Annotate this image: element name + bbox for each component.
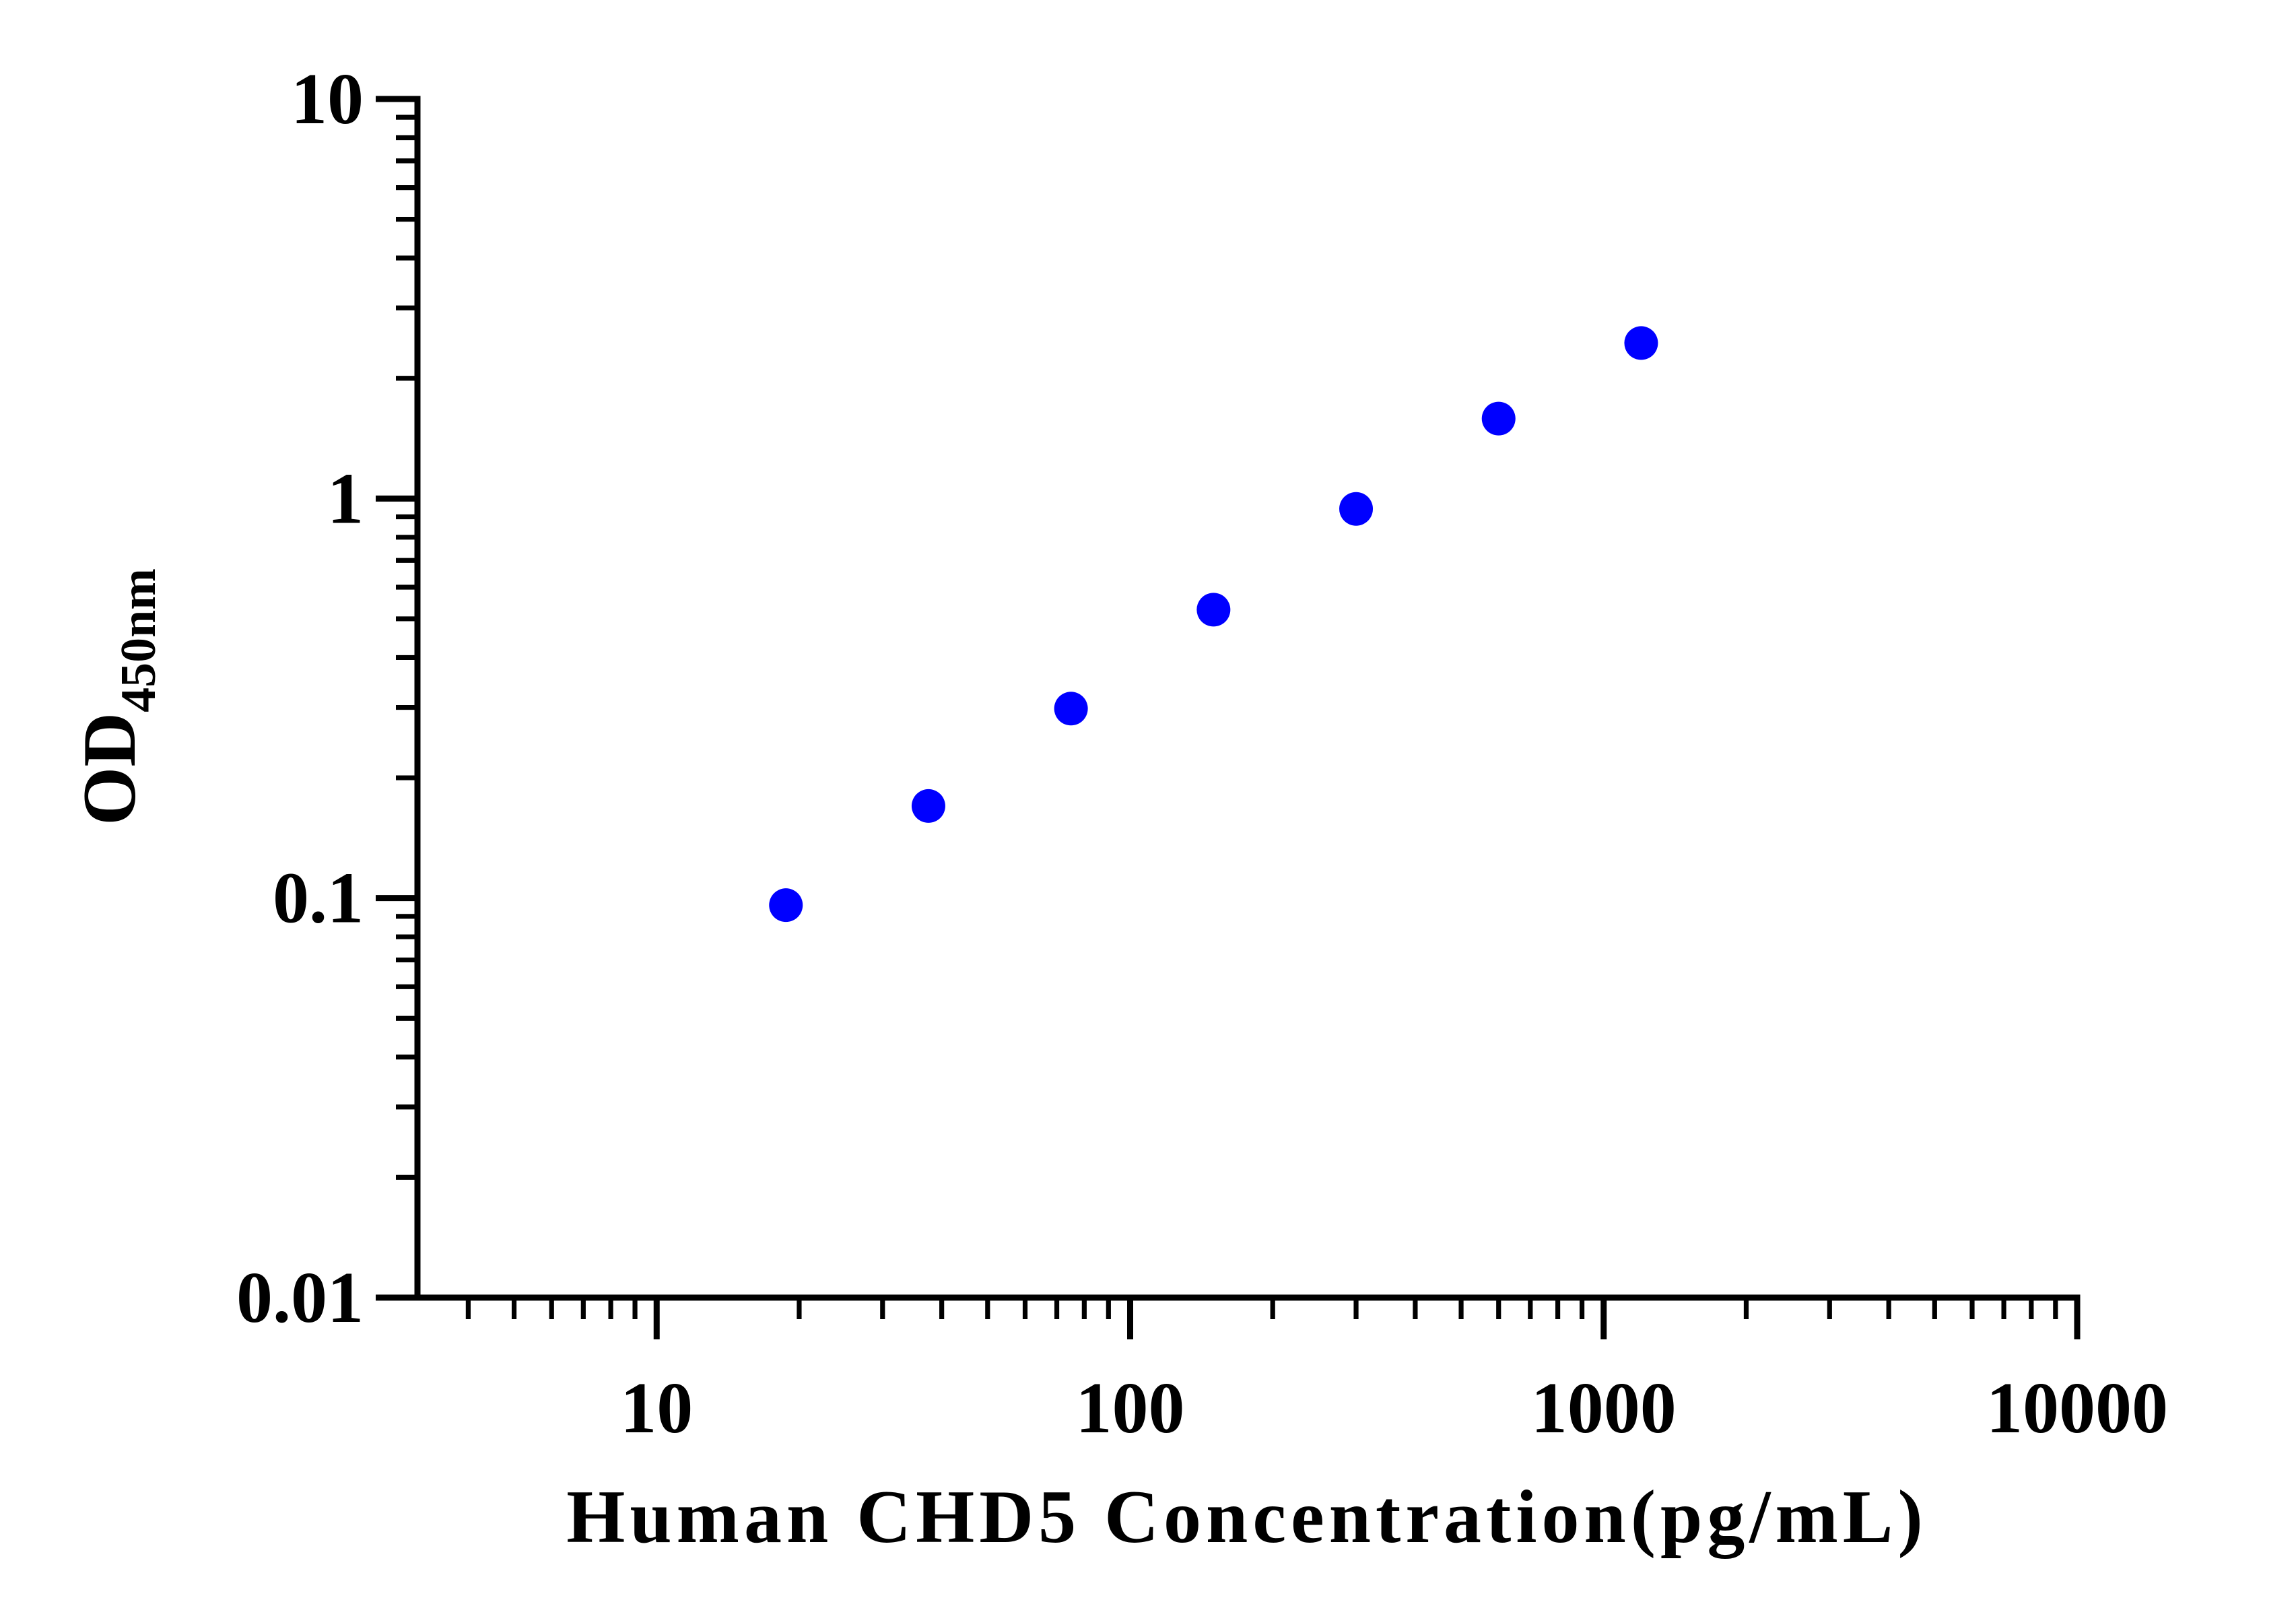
data-point bbox=[1054, 692, 1088, 726]
x-axis-label: Human CHD5 Concentration(pg/mL) bbox=[566, 1475, 1927, 1559]
y-axis-label-sub: 450nm bbox=[111, 568, 166, 712]
data-point bbox=[769, 888, 803, 923]
x-tick-label: 10000 bbox=[1986, 1368, 2168, 1448]
y-tick-label: 1 bbox=[327, 459, 364, 539]
y-axis-label: OD450nm bbox=[68, 568, 166, 826]
data-point bbox=[1196, 593, 1231, 627]
data-point bbox=[1339, 492, 1374, 526]
y-axis-label-main: OD bbox=[68, 712, 151, 826]
data-point bbox=[911, 789, 945, 823]
y-tick-label: 0.01 bbox=[236, 1258, 364, 1338]
y-tick-label: 0.1 bbox=[273, 859, 364, 939]
x-tick-label: 100 bbox=[1075, 1368, 1184, 1448]
data-point bbox=[1624, 326, 1658, 360]
x-tick-label: 1000 bbox=[1531, 1368, 1677, 1448]
y-tick-label: 10 bbox=[291, 59, 364, 139]
x-tick-label: 10 bbox=[620, 1368, 693, 1448]
data-point bbox=[1481, 401, 1516, 436]
